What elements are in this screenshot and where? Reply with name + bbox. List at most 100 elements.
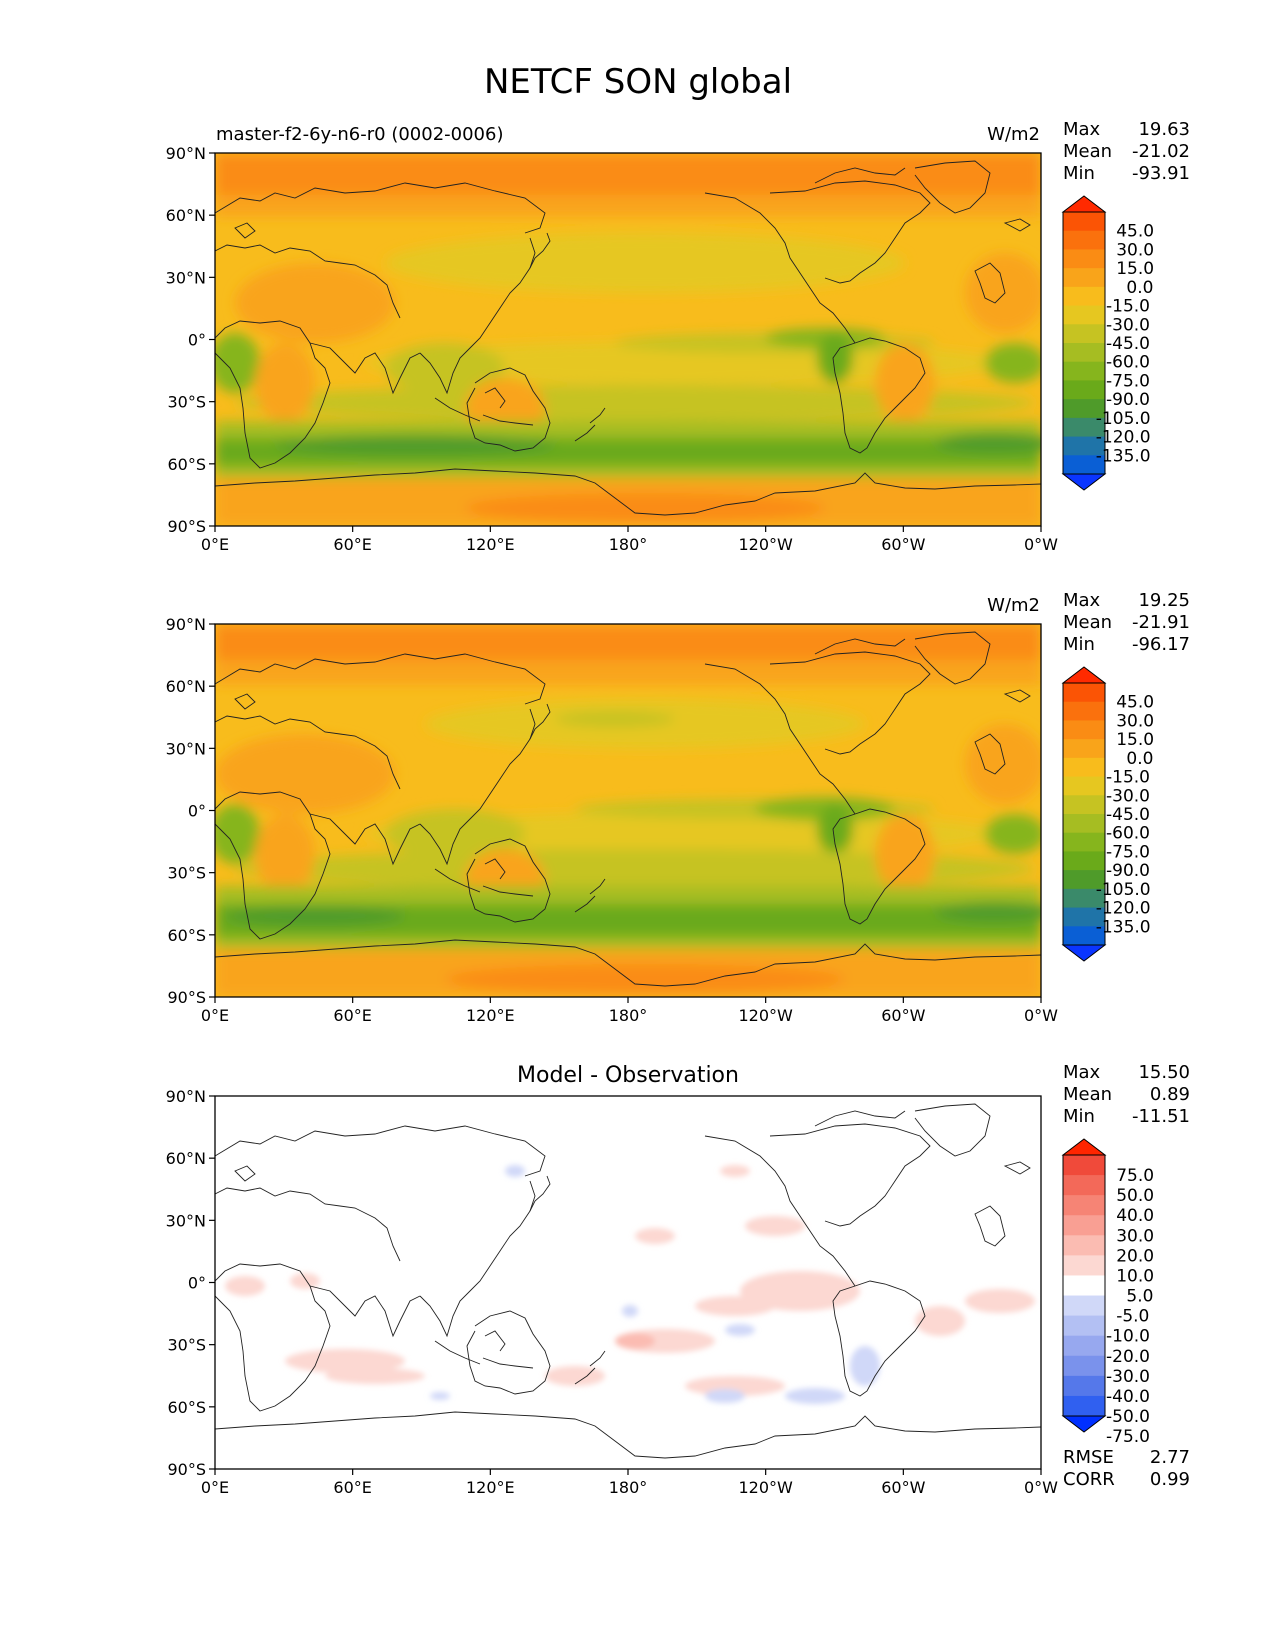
colorbar-segment (1063, 436, 1105, 456)
colorbar-frame (1062, 1154, 1106, 1417)
lat-tick-label: 30°N (166, 1211, 206, 1230)
stat-mean-value: 0.89 (1150, 1084, 1190, 1105)
colorbar-tick-label: 75.0 (1116, 1166, 1154, 1186)
panel-diff: Model - Observation (214, 1062, 1190, 1490)
panel-center-title: Model - Observation (517, 1063, 739, 1088)
map-difference (215, 1096, 1041, 1469)
lon-tick-label: 120°E (466, 535, 515, 554)
lat-tick-label: 60°S (167, 1398, 206, 1417)
colorbar-extend-max (1061, 1138, 1107, 1156)
stat-mean-label: Mean (1063, 612, 1112, 633)
colorbar-segment (1063, 1275, 1105, 1297)
colorbar-segment (1063, 343, 1105, 363)
lon-tick-label: 0°E (201, 1006, 229, 1025)
stat-corr-value: 0.99 (1150, 1469, 1190, 1490)
stat-max-label: Max (1063, 590, 1101, 611)
lat-tick-label: 0° (188, 331, 206, 350)
stat-rmse-label: RMSE (1063, 1447, 1114, 1468)
stat-mean-label: Mean (1063, 1084, 1112, 1105)
lon-tick-label: 0°E (201, 535, 229, 554)
colorbar-tick-label: -90.0 (1106, 390, 1150, 410)
colorbar-segment (1063, 814, 1105, 834)
lat-tick-label: 30°S (167, 864, 206, 883)
colorbar-tick-label: -30.0 (1106, 1367, 1150, 1387)
colorbar-segment (1063, 1195, 1105, 1216)
lat-tick-label: 0° (188, 1274, 206, 1293)
colorbar-tick-label: -20.0 (1106, 1347, 1150, 1367)
colorbar-tick-label: -40.0 (1106, 1387, 1150, 1407)
stat-max-value: 19.25 (1138, 590, 1190, 611)
lat-tick-label: 30°S (167, 393, 206, 412)
colorbar-segment (1063, 795, 1105, 815)
colorbar-tick-label: -60.0 (1106, 824, 1150, 844)
colorbar-segment (1063, 776, 1105, 796)
lon-tick-label: 0°W (1024, 1006, 1058, 1025)
lat-tick-label: 0° (188, 802, 206, 821)
colorbar-tick-label: 30.0 (1116, 240, 1154, 260)
lat-tick-label: 60°N (166, 1149, 206, 1168)
colorbar-tick-label: -30.0 (1106, 315, 1150, 335)
colorbar-segment (1063, 305, 1105, 325)
colorbar-segment (1063, 832, 1105, 852)
colorbar-tick-label: -90.0 (1106, 861, 1150, 881)
lon-tick-label: 0°W (1024, 1478, 1058, 1497)
colorbar-tick-label: 10.0 (1116, 1266, 1154, 1286)
stat-max-value: 19.63 (1138, 119, 1190, 140)
colorbar-tick-label: -5.0 (1116, 1307, 1149, 1327)
colorbar-tick-label: 0.0 (1126, 749, 1153, 769)
lon-tick-label: 60°W (881, 1006, 925, 1025)
map-field-model (215, 153, 1041, 526)
lat-tick-label: 30°S (167, 1336, 206, 1355)
colorbar-tick-label: -75.0 (1106, 842, 1150, 862)
colorbar-segment (1063, 361, 1105, 381)
colorbar-tick-label: 30.0 (1116, 1226, 1154, 1246)
lat-tick-label: 90°S (167, 517, 206, 536)
colorbar-tick-label: -75.0 (1106, 371, 1150, 391)
lon-tick-label: 60°E (333, 1478, 371, 1497)
colorbar-segment (1063, 1335, 1105, 1357)
stat-corr-label: CORR (1063, 1469, 1115, 1490)
colorbar-field-model: 45.030.015.00.0-15.0-30.0-45.0-60.0-75.0… (1061, 195, 1154, 491)
lon-tick-label: 180° (609, 1006, 648, 1025)
colorbar-segment (1063, 286, 1105, 307)
colorbar-segment (1063, 230, 1105, 250)
colorbar-segment (1063, 1215, 1105, 1236)
colorbar-segment (1063, 399, 1105, 419)
panel-obs: W/m2 (214, 590, 1190, 998)
colorbar-tick-label: 15.0 (1116, 730, 1154, 750)
colorbar-frame (1062, 211, 1106, 475)
lon-tick-label: 180° (609, 1478, 648, 1497)
colorbar-tick-label: -120.0 (1096, 899, 1151, 919)
colorbar-segment (1063, 1255, 1105, 1276)
lat-tick-label: 60°N (166, 206, 206, 225)
colorbar-tick-label: 30.0 (1116, 711, 1154, 731)
lat-tick-label: 30°N (166, 268, 206, 287)
colorbar-segment (1063, 851, 1105, 871)
colorbar-tick-label: -135.0 (1096, 917, 1151, 937)
stat-max-label: Max (1063, 119, 1101, 140)
lat-tick-label: 60°S (167, 455, 206, 474)
stat-min-value: -96.17 (1132, 634, 1190, 655)
stat-mean-value: -21.91 (1132, 612, 1190, 633)
stat-min-label: Min (1063, 634, 1095, 655)
stat-min-value: -11.51 (1132, 1106, 1190, 1127)
colorbar-frame (1062, 682, 1106, 946)
panel-left-title: master-f2-6y-n6-r0 (0002-0006) (216, 124, 503, 145)
colorbar-tick-label: -15.0 (1106, 297, 1150, 317)
colorbar-tick-label: 15.0 (1116, 259, 1154, 279)
colorbar-segment (1063, 212, 1105, 232)
map-field-obs (215, 624, 1041, 997)
colorbar-tick-label: 5.0 (1126, 1287, 1153, 1307)
colorbar-segment (1063, 1235, 1105, 1256)
stat-mean-label: Mean (1063, 141, 1112, 162)
colorbar-difference: 75.050.040.030.020.010.05.0-5.0-10.0-20.… (1061, 1138, 1154, 1447)
colorbar-extend-max (1061, 195, 1107, 213)
colorbar-segment (1063, 1375, 1105, 1397)
colorbar-segment (1063, 1175, 1105, 1196)
lat-tick-label: 30°N (166, 739, 206, 758)
colorbar-segment (1063, 739, 1105, 759)
colorbar-tick-label: -135.0 (1096, 446, 1151, 466)
lat-tick-label: 90°N (166, 144, 206, 163)
stat-min-value: -93.91 (1132, 163, 1190, 184)
colorbar-tick-label: -50.0 (1106, 1407, 1150, 1427)
